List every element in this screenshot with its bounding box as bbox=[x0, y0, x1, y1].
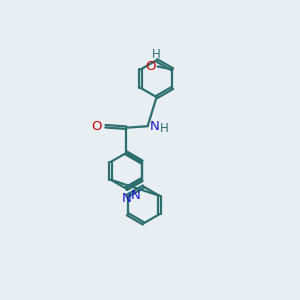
Text: O: O bbox=[146, 60, 156, 73]
Text: N: N bbox=[150, 120, 160, 133]
Text: O: O bbox=[91, 120, 102, 133]
Text: H: H bbox=[160, 122, 169, 135]
Text: N: N bbox=[121, 192, 131, 205]
Text: H: H bbox=[152, 48, 161, 61]
Text: N: N bbox=[131, 189, 141, 202]
